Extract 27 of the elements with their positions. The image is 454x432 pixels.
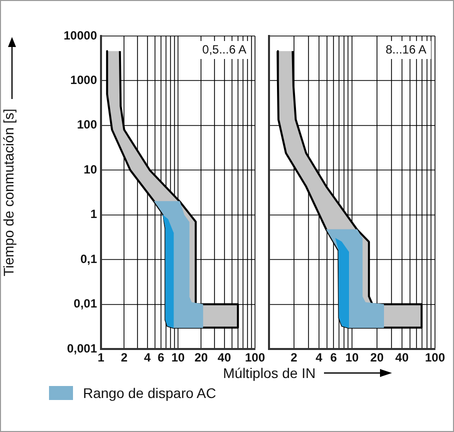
x-tick-label: 20 (370, 350, 384, 365)
y-tick-label: 1000 (70, 73, 98, 88)
x-tick-label: 2 (120, 350, 128, 365)
y-tick-label: 100 (76, 118, 98, 132)
x-tick-label: 10 (171, 350, 185, 365)
y-tick-label: 0,001 (66, 341, 98, 356)
x-tick-label: 100 (244, 350, 266, 365)
y-tick-label: 1 (90, 207, 98, 222)
x-tick-label: 40 (218, 350, 232, 365)
y-tick-label: 10000 (64, 28, 98, 42)
legend-label: Rango de disparo AC (83, 385, 216, 401)
y-tick-label: 0,1 (80, 252, 98, 266)
annotation: 0,5...6 A (202, 42, 246, 56)
y-tick-label: 10 (84, 162, 98, 176)
x-tick-label: 40 (395, 350, 409, 365)
y-tick-label: 0,01 (74, 296, 98, 311)
annotation: 8...16 A (386, 42, 426, 56)
x-tick-label: 100 (424, 350, 446, 365)
x-axis-title: Múltiplos de IN (223, 365, 316, 381)
x-tick-label: 2 (290, 350, 298, 365)
x-tick-label: 20 (194, 350, 208, 365)
x-tick-label: 6 (158, 350, 165, 365)
x-tick-label: 4 (144, 350, 152, 365)
y-axis-title: Tiempo de conmutación [s] (0, 108, 16, 276)
x-tick-label: 10 (345, 350, 359, 365)
x-tick-label: 6 (330, 350, 338, 365)
x-tick-label: 4 (316, 350, 323, 365)
